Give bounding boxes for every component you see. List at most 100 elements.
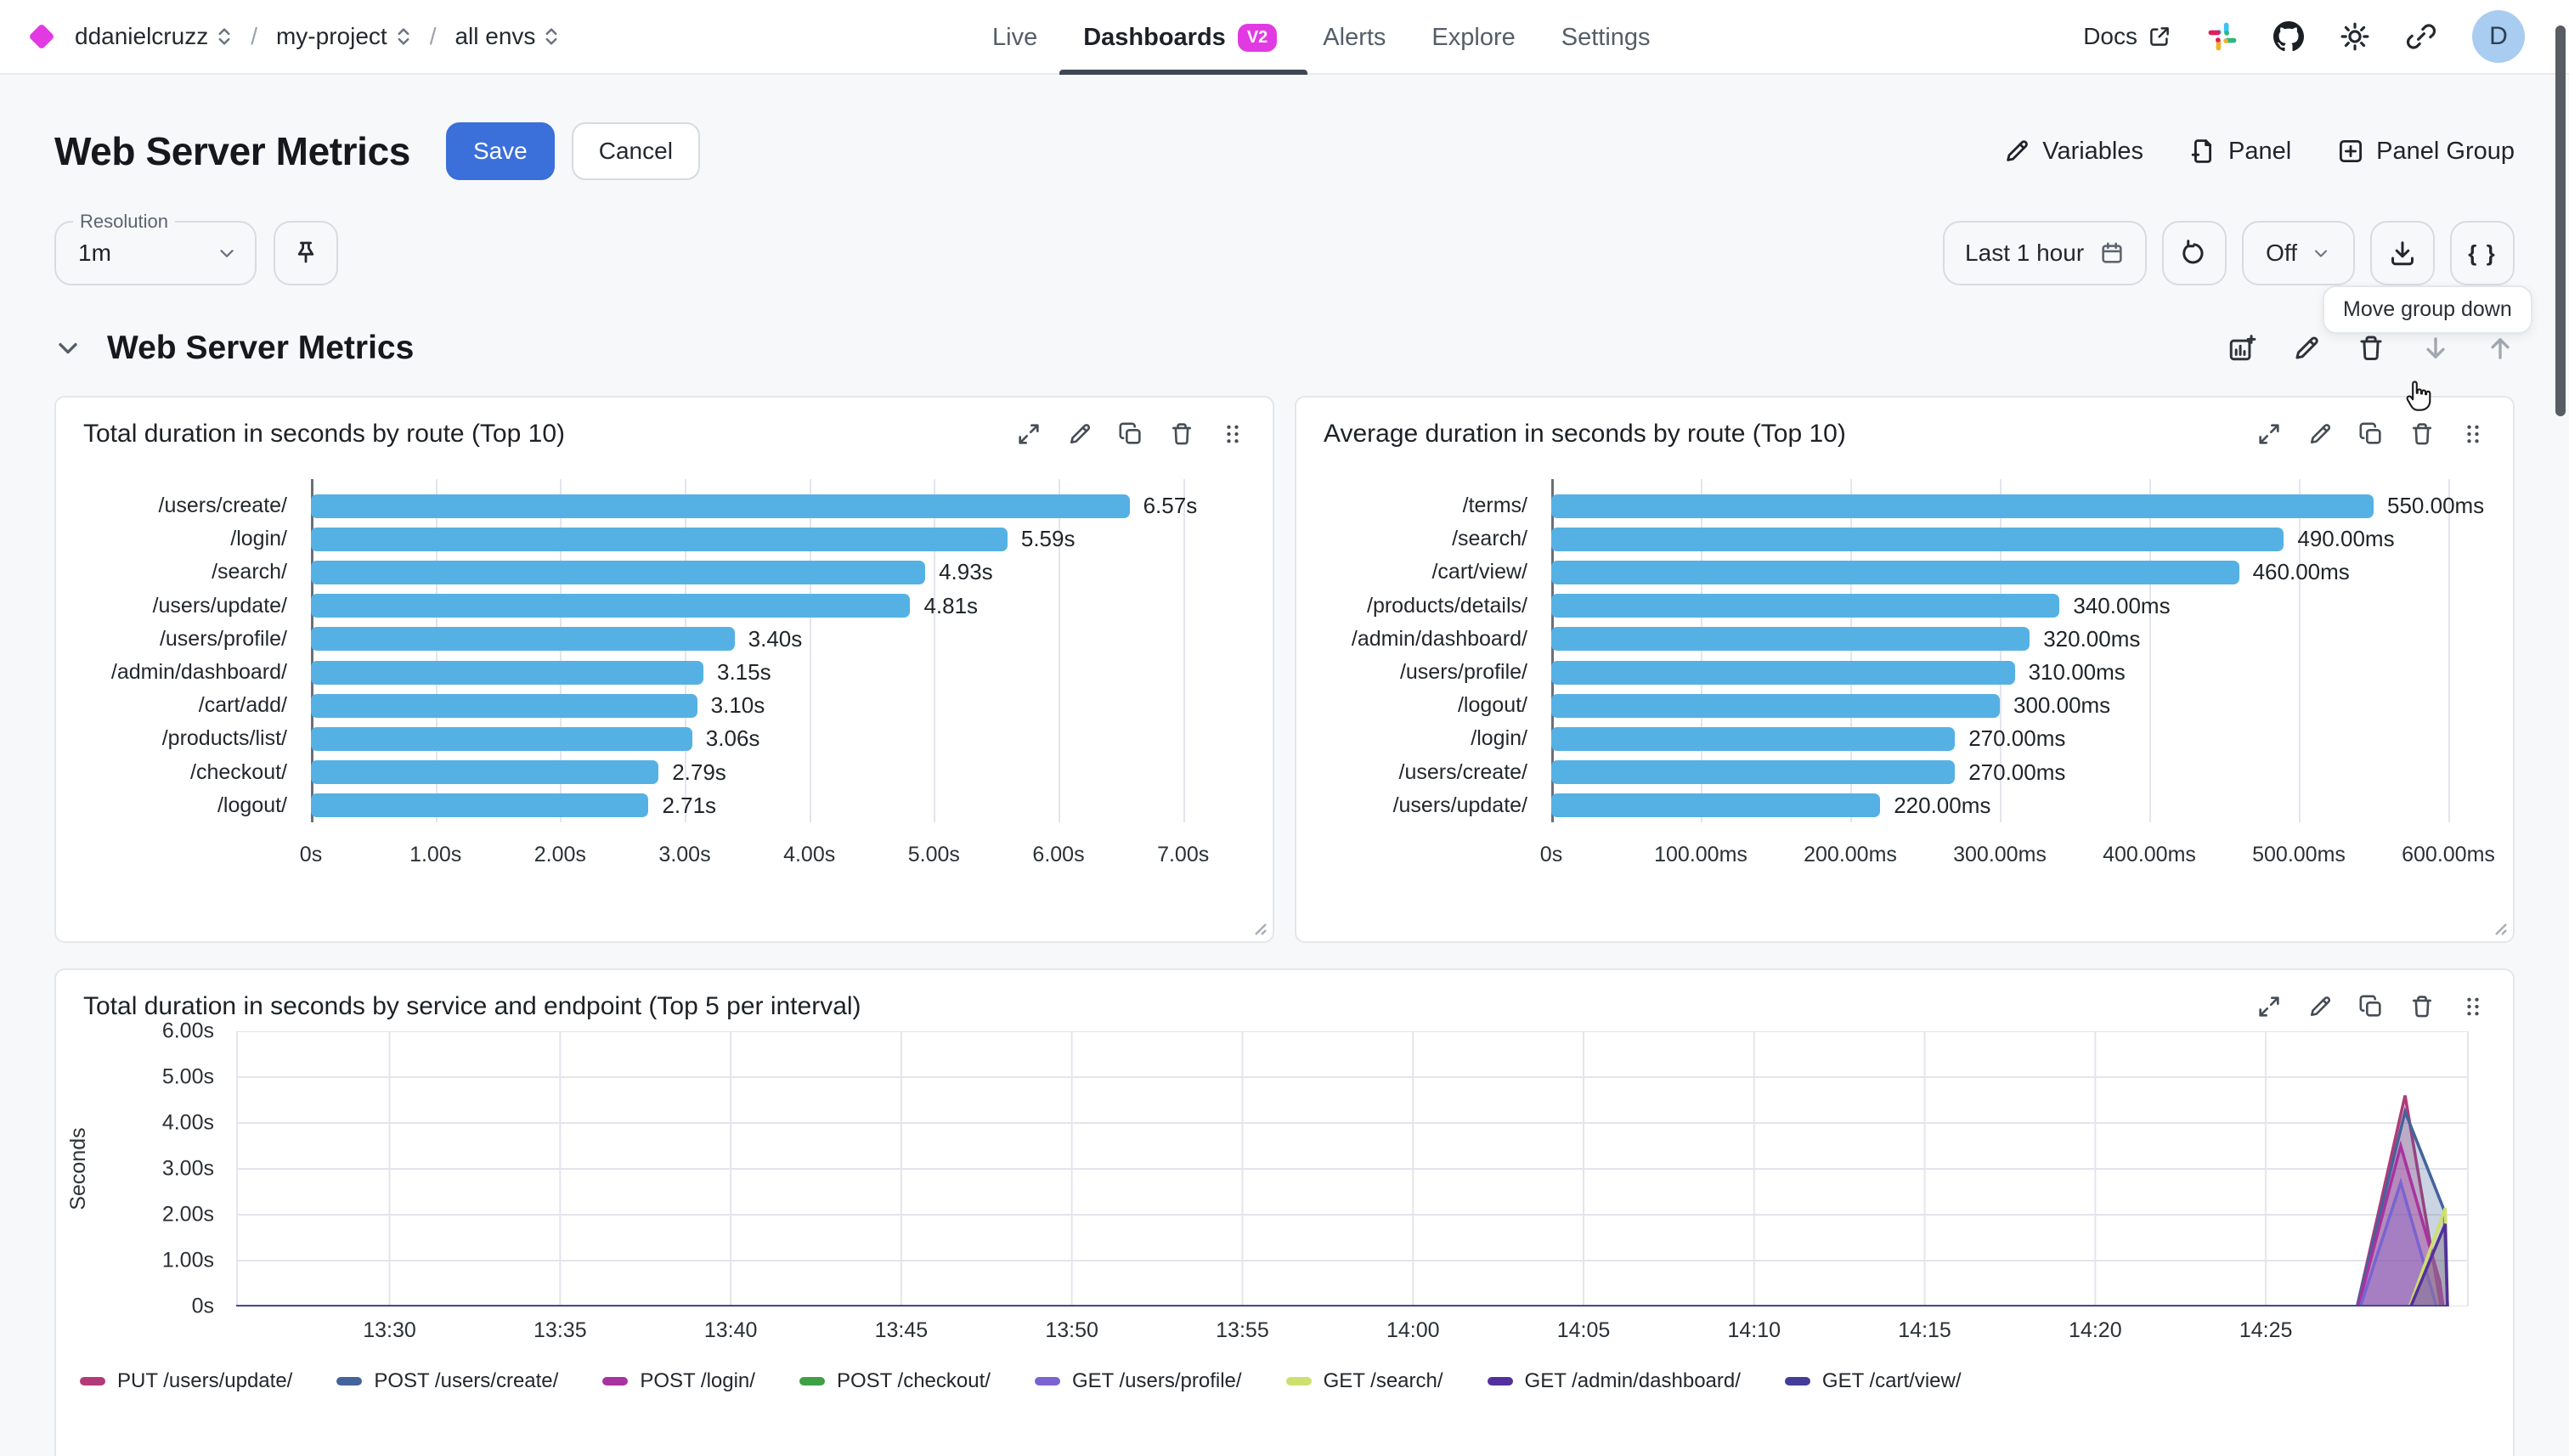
docs-link[interactable]: Docs [2083,23,2171,50]
legend-item[interactable]: POST /users/create/ [336,1369,558,1393]
edit-panel-icon[interactable] [2307,421,2333,447]
duplicate-panel-icon[interactable] [1118,421,1143,447]
breadcrumb-env[interactable]: all envs [455,23,559,50]
delete-panel-icon[interactable] [1169,421,1194,447]
y-tick-label: 1.00s [161,1248,214,1273]
bar[interactable] [1551,594,2060,618]
panels-grid: Total duration in seconds by route (Top … [54,396,2515,943]
legend-swatch-icon [1487,1377,1513,1385]
duplicate-panel-icon[interactable] [2358,994,2384,1019]
save-button[interactable]: Save [445,122,555,180]
bar[interactable] [311,760,659,785]
breadcrumb-org[interactable]: ddanielcruzz [75,23,232,50]
duplicate-panel-icon[interactable] [2358,421,2384,447]
hbar-chart: /terms/ /search/ /cart/view/ /products/deta… [1296,449,2513,873]
bar-category-label: /users/create/ [1398,759,1527,784]
scrollbar[interactable] [2555,25,2566,416]
bar[interactable] [1551,660,2015,685]
x-tick-label: 0s [299,843,323,866]
share-link-icon[interactable] [2406,21,2436,52]
pin-button[interactable] [274,221,338,285]
resize-corner-icon[interactable] [2491,919,2508,936]
delete-panel-icon[interactable] [2409,994,2435,1019]
bar[interactable] [311,594,911,618]
main-nav: Live Dashboards V2 Alerts Explore Settin… [992,0,1651,75]
topbar: ddanielcruzz / my-project / all envs Liv… [0,0,2569,75]
bar[interactable] [1551,561,2239,584]
drag-handle-icon[interactable] [2460,994,2486,1019]
resolution-select[interactable]: Resolution 1m [54,211,257,285]
legend-item[interactable]: PUT /users/update/ [80,1369,292,1393]
delete-group-icon[interactable] [2357,334,2386,363]
add-panel-button[interactable]: Panel [2189,138,2291,166]
theme-sun-icon[interactable] [2340,21,2370,52]
expand-icon[interactable] [2256,994,2282,1019]
x-tick-label: 600.00ms [2402,843,2495,866]
x-tick-label: 2.00s [534,843,586,866]
resize-corner-icon[interactable] [1251,919,1268,936]
bar-plot-area: 6.57s 5.59s 4.93s 4.81s 3.40s 3.15s 3.10s 3.06s… [311,479,1245,822]
edit-panel-icon[interactable] [2307,994,2333,1019]
bar[interactable] [1551,727,1956,751]
refresh-button[interactable] [2162,221,2227,285]
controls-row: Resolution 1m Last 1 hour Off [54,211,2515,285]
bar[interactable] [311,727,692,751]
slack-icon[interactable] [2207,21,2238,52]
user-avatar[interactable]: D [2472,10,2525,63]
cancel-button[interactable]: Cancel [571,122,700,180]
github-icon[interactable] [2273,21,2304,52]
bar[interactable] [1551,494,2374,518]
bar[interactable] [311,494,1130,518]
bar[interactable] [1551,760,1956,785]
bar-value-label: 5.59s [1020,526,1076,552]
expand-icon[interactable] [1016,421,1042,447]
legend-item[interactable]: GET /users/profile/ [1034,1369,1242,1393]
tab-settings[interactable]: Settings [1561,23,1651,51]
add-chart-icon[interactable] [2227,334,2256,363]
bar-value-label: 490.00ms [2297,526,2395,552]
bar[interactable] [311,527,1008,551]
bar[interactable] [1551,527,2284,551]
refresh-icon [2182,240,2204,264]
drag-handle-icon[interactable] [1220,421,1245,447]
edit-group-icon[interactable] [2292,334,2321,363]
edit-panel-icon[interactable] [1067,421,1093,447]
bar-category-label: /search/ [1452,527,1527,551]
tab-explore[interactable]: Explore [1431,23,1516,51]
legend-item[interactable]: GET /admin/dashboard/ [1487,1369,1741,1393]
bar-category-label: /login/ [230,527,287,551]
panel-duration-by-service-endpoint: Total duration in seconds by service and… [54,968,2515,1456]
move-group-down-button[interactable] [2421,334,2450,363]
bar[interactable] [1551,793,1881,818]
tab-live[interactable]: Live [992,23,1038,51]
bar[interactable] [311,660,703,685]
bar[interactable] [311,627,735,652]
legend-item[interactable]: POST /login/ [602,1369,755,1393]
tab-dashboards[interactable]: Dashboards V2 [1059,0,1308,75]
x-tick-label: 6.00s [1032,843,1085,866]
legend-item[interactable]: POST /checkout/ [799,1369,991,1393]
bar[interactable] [311,793,649,818]
time-range-picker[interactable]: Last 1 hour [1943,221,2148,285]
collapse-chevron-icon[interactable] [54,335,82,362]
bar[interactable] [1551,627,2030,652]
auto-refresh-select[interactable]: Off [2242,221,2355,285]
breadcrumb-project[interactable]: my-project [276,23,411,50]
move-group-up-button[interactable] [2486,334,2515,363]
bar[interactable] [1551,693,2000,718]
bar-value-label: 310.00ms [2028,659,2126,685]
json-editor-button[interactable]: { } [2450,221,2515,285]
drag-handle-icon[interactable] [2460,421,2486,447]
legend-item[interactable]: GET /search/ [1285,1369,1443,1393]
delete-panel-icon[interactable] [2409,421,2435,447]
bar[interactable] [311,561,926,584]
legend-item[interactable]: GET /cart/view/ [1784,1369,1962,1393]
bar-value-label: 270.00ms [1968,725,2066,752]
tab-alerts[interactable]: Alerts [1323,23,1386,51]
download-button[interactable] [2370,221,2435,285]
x-tick-label: 14:20 [2069,1318,2122,1342]
variables-button[interactable]: Variables [2003,138,2143,166]
add-panel-group-button[interactable]: Panel Group [2337,138,2515,166]
bar[interactable] [311,693,697,718]
expand-icon[interactable] [2256,421,2282,447]
